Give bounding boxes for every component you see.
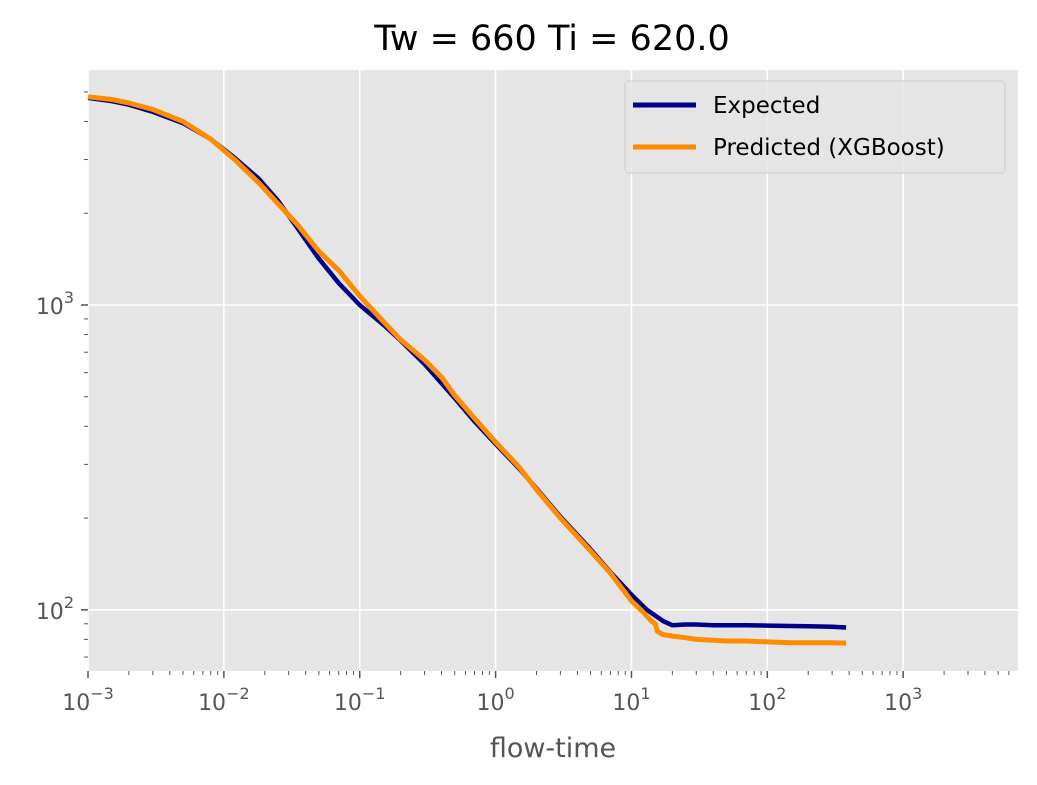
x-tick-labels: 10−3 10−2 10−1 100 101 102 103	[62, 684, 922, 716]
minor-ticks	[81, 91, 1010, 678]
x-tick-label: 10−1	[334, 684, 386, 716]
series-layer	[87, 94, 847, 646]
grid-layer	[87, 70, 1018, 671]
y-tick-labels: 102 103	[36, 288, 74, 625]
x-axis-title: flow-time	[490, 733, 616, 764]
chart-title: Tw = 660 Ti = 620.0	[373, 19, 730, 59]
x-tick-label: 102	[748, 684, 786, 716]
legend-box	[624, 80, 1006, 174]
legend: Expected Predicted (XGBoost)	[624, 80, 1006, 174]
x-tick-label: 103	[884, 684, 922, 716]
x-tick-label: 10−2	[198, 684, 250, 716]
y-tick-label: 102	[36, 593, 74, 625]
series-line-predicted	[87, 94, 847, 646]
x-tick-label: 10−3	[62, 684, 114, 716]
y-tick-label: 103	[36, 288, 74, 320]
legend-label-predicted: Predicted (XGBoost)	[713, 135, 945, 161]
x-tick-label: 100	[476, 684, 514, 716]
legend-label-expected: Expected	[713, 93, 820, 119]
x-tick-label: 101	[612, 684, 650, 716]
